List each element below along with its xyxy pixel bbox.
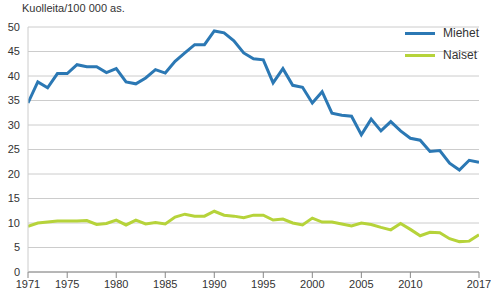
svg-text:1995: 1995 — [251, 278, 275, 290]
svg-text:45: 45 — [8, 45, 20, 57]
svg-text:2017: 2017 — [467, 278, 483, 290]
svg-text:20: 20 — [8, 168, 20, 180]
svg-text:1990: 1990 — [202, 278, 226, 290]
svg-text:2010: 2010 — [398, 278, 422, 290]
svg-text:30: 30 — [8, 119, 20, 131]
svg-text:50: 50 — [8, 21, 20, 33]
svg-text:2000: 2000 — [300, 278, 324, 290]
svg-text:5: 5 — [14, 241, 20, 253]
svg-text:1975: 1975 — [55, 278, 79, 290]
svg-text:0: 0 — [14, 266, 20, 278]
svg-text:35: 35 — [8, 94, 20, 106]
svg-text:1971: 1971 — [16, 278, 40, 290]
html-text:Kuolleita/100 000 as.: Kuolleita/100 000 as. — [22, 2, 125, 14]
html-text:Naiset: Naiset — [443, 48, 477, 62]
svg-text:1985: 1985 — [153, 278, 177, 290]
svg-text:1980: 1980 — [104, 278, 128, 290]
svg-text:2005: 2005 — [349, 278, 373, 290]
svg-text:40: 40 — [8, 70, 20, 82]
svg-text:10: 10 — [8, 217, 20, 229]
html-text:Miehet: Miehet — [443, 26, 479, 40]
svg-text:15: 15 — [8, 192, 20, 204]
svg-text:25: 25 — [8, 143, 20, 155]
